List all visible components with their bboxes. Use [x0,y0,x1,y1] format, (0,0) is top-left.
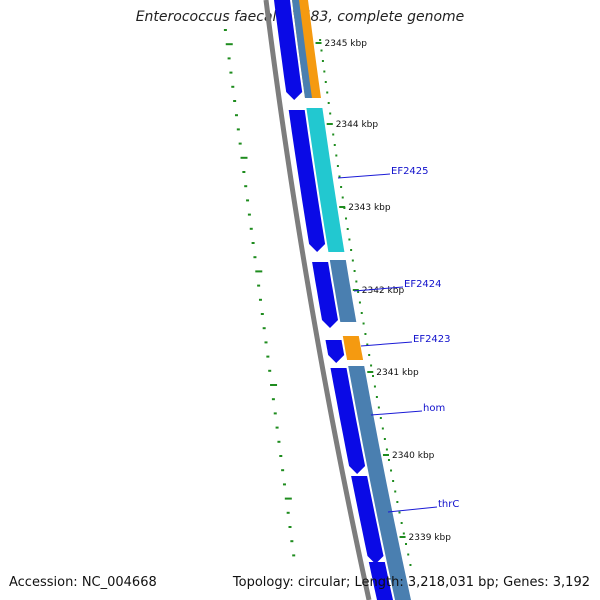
scale-label: 2342 kbp [362,286,405,296]
scale-label: 2343 kbp [348,203,391,213]
genome-summary-text: Topology: circular; Length: 3,218,031 bp… [232,575,590,590]
forward-cds-1 [274,0,303,100]
gene-label-ef2423: EF2423 [413,334,451,345]
forward-cds-4 [325,340,345,363]
forward-cds-3 [312,262,338,328]
reverse-cds-3 [329,260,357,322]
gene-label-ef2425: EF2425 [391,166,429,177]
scale-label: 2339 kbp [409,533,452,543]
label-leader-line [387,506,438,513]
accession-text: Accession: NC_004668 [9,575,157,590]
gene-labels: EF2425 EF2424 EF2423 hom thrC [337,166,459,513]
label-leader-line [370,410,423,416]
scale-label: 2340 kbp [392,451,435,461]
backbone-track [263,0,372,600]
forward-cds-5 [330,368,366,474]
reverse-cds-2 [306,108,345,252]
reverse-cds-1 [292,0,312,98]
scale-label: 2344 kbp [336,120,379,130]
forward-cds-2 [288,110,326,252]
label-leader-line [353,286,404,292]
forward-cds-7 [368,562,393,600]
scale-ticks: 2345 kbp 2344 kbp 2343 kbp 2342 kbp 2341 kbp… [315,39,452,566]
reverse-cds-track [292,0,411,600]
gc-skew-track [223,29,296,557]
scale-label: 2345 kbp [325,39,368,49]
reverse-cds-4 [342,336,364,360]
forward-cds-6 [351,476,384,564]
scale-label: 2341 kbp [376,368,419,378]
forward-cds-track [274,0,393,600]
genome-backbone [263,0,372,600]
gene-label-ef2424: EF2424 [404,279,442,290]
gene-label-hom: hom [423,403,445,414]
label-leader-line [337,173,391,179]
reverse-cds-5 [348,366,411,600]
gene-label-thrc: thrC [438,499,459,510]
label-leader-line [360,341,413,347]
